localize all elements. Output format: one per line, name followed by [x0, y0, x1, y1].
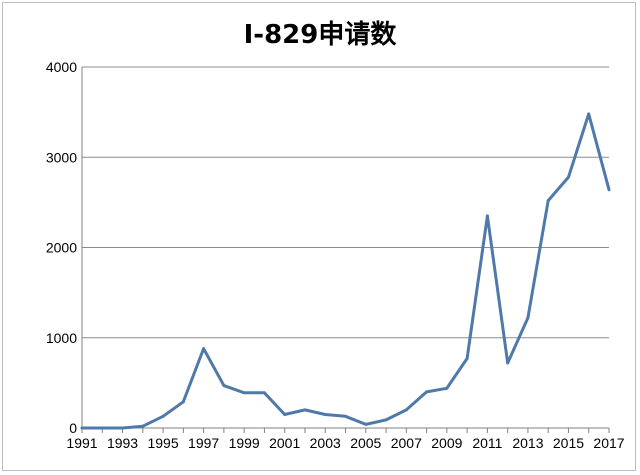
x-tick-label: 1995	[147, 435, 178, 451]
data-point	[141, 424, 145, 428]
y-tick-label: 1000	[46, 330, 77, 346]
data-point	[202, 347, 206, 350]
data-point	[384, 418, 388, 422]
x-tick-label: 2003	[310, 435, 341, 451]
data-point	[222, 384, 226, 387]
x-tick-label: 2001	[269, 435, 300, 451]
x-tick-label: 1991	[66, 435, 97, 451]
data-point	[445, 386, 449, 390]
x-tick-label: 2015	[553, 435, 584, 451]
data-point	[587, 112, 591, 116]
x-tick-label: 1997	[188, 435, 219, 451]
data-point	[485, 214, 489, 218]
data-point	[181, 400, 185, 404]
data-point	[404, 408, 408, 412]
x-tick-label: 2013	[512, 435, 543, 451]
chart-title: I-829申请数	[243, 20, 397, 50]
data-point	[506, 361, 510, 365]
data-point	[344, 414, 347, 418]
data-point	[242, 391, 246, 395]
data-point	[607, 188, 611, 192]
chart-frame	[2, 2, 636, 471]
data-point	[364, 422, 368, 426]
x-tick-label: 1993	[107, 435, 138, 451]
data-point	[567, 175, 570, 179]
data-point	[323, 413, 327, 416]
data-point	[161, 414, 165, 418]
y-tick-label: 2000	[46, 240, 77, 256]
y-tick-label: 0	[69, 420, 77, 436]
series-line	[80, 112, 611, 430]
data-point	[80, 426, 84, 430]
x-tick-label: 2017	[593, 435, 624, 451]
data-point	[303, 408, 307, 412]
x-tick-label: 2007	[391, 435, 422, 451]
x-tick-label: 2011	[472, 435, 502, 451]
y-tick-label: 3000	[46, 149, 77, 165]
data-point	[546, 199, 550, 202]
data-point	[100, 426, 104, 430]
data-point	[425, 390, 428, 394]
data-point	[121, 426, 124, 430]
data-point	[526, 316, 530, 320]
data-point	[283, 413, 287, 416]
x-tick-label: 1999	[229, 435, 260, 451]
x-tick-label: 2005	[350, 435, 381, 451]
data-point	[465, 357, 469, 360]
x-tick-label: 2009	[431, 435, 462, 451]
y-tick-label: 4000	[46, 59, 77, 75]
data-point	[263, 391, 266, 395]
